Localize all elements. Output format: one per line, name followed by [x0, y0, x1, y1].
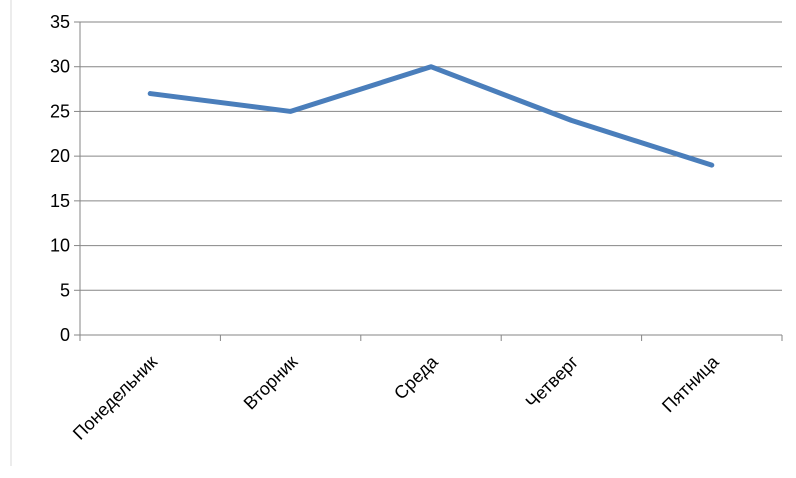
y-tick-label: 30	[50, 57, 70, 77]
y-tick-label: 5	[60, 280, 70, 300]
y-tick-label: 15	[50, 191, 70, 211]
data-series	[147, 64, 715, 168]
axes	[74, 21, 783, 341]
x-tick-label: Понедельник	[69, 352, 161, 444]
gridlines	[80, 21, 782, 291]
series-line	[147, 64, 715, 168]
y-tick-label: 25	[50, 101, 70, 121]
x-tick-labels: Понедельник Вторник Среда Четверг Пятница	[69, 351, 723, 444]
x-tick-label: Пятница	[658, 351, 723, 416]
x-tick-label: Среда	[390, 351, 442, 403]
y-tick-label: 35	[50, 12, 70, 32]
y-tick-label: 0	[60, 325, 70, 345]
y-tick-labels: 0 5 10 15 20 25 30 35	[50, 12, 70, 345]
y-tick-label: 20	[50, 146, 70, 166]
x-tick-label: Четверг	[522, 351, 583, 412]
y-tick-label: 10	[50, 236, 70, 256]
x-tick-label: Вторник	[240, 352, 302, 414]
